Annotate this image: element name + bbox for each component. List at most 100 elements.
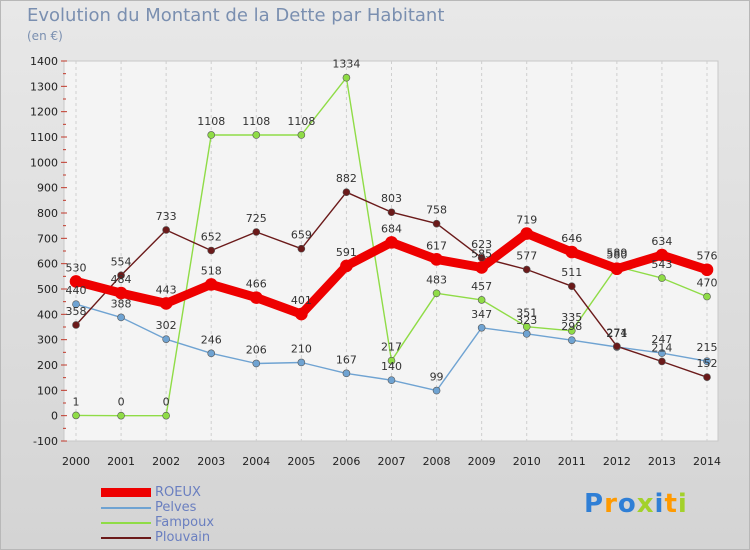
data-label: 483 bbox=[426, 273, 447, 286]
data-label: 302 bbox=[156, 319, 177, 332]
data-label: 1334 bbox=[332, 58, 360, 71]
data-label: 1 bbox=[73, 395, 80, 408]
data-point bbox=[387, 356, 396, 365]
data-label: 617 bbox=[426, 239, 447, 252]
data-point bbox=[72, 411, 80, 420]
data-label: 659 bbox=[291, 229, 312, 242]
legend-item-roeux: ROEUX bbox=[101, 485, 301, 500]
data-label: 335 bbox=[561, 311, 582, 324]
data-label: 646 bbox=[561, 232, 582, 245]
data-label: 484 bbox=[111, 273, 132, 286]
y-tick-label: 700 bbox=[37, 232, 58, 245]
data-point bbox=[520, 227, 534, 240]
data-point bbox=[114, 286, 128, 300]
data-point bbox=[252, 131, 261, 139]
data-label: 388 bbox=[111, 297, 132, 310]
data-point bbox=[610, 262, 624, 276]
axes: -100010020030040050060070080090010001100… bbox=[30, 55, 721, 468]
x-tick-label: 2011 bbox=[558, 455, 586, 468]
data-label: 803 bbox=[381, 192, 402, 205]
data-point bbox=[117, 411, 125, 420]
data-label: 719 bbox=[516, 214, 537, 227]
data-label: 589 bbox=[606, 246, 627, 259]
x-tick-label: 2005 bbox=[287, 455, 315, 468]
data-point bbox=[655, 248, 669, 262]
x-tick-label: 2010 bbox=[513, 455, 541, 468]
data-label: 543 bbox=[651, 258, 672, 271]
data-point bbox=[207, 349, 216, 358]
data-point bbox=[117, 271, 125, 280]
data-point bbox=[69, 275, 83, 288]
x-tick-label: 2012 bbox=[603, 455, 631, 468]
data-point bbox=[658, 349, 666, 357]
data-label: 1108 bbox=[287, 115, 315, 128]
legend-item-plouvain: Plouvain bbox=[101, 530, 301, 545]
data-point bbox=[162, 335, 170, 343]
data-point bbox=[385, 236, 398, 249]
data-label: 323 bbox=[516, 314, 537, 327]
data-label: 167 bbox=[336, 353, 357, 366]
y-tick-label: 1200 bbox=[30, 106, 58, 119]
y-tick-label: 1000 bbox=[30, 156, 58, 169]
data-label: 0 bbox=[118, 396, 125, 409]
data-point bbox=[72, 321, 80, 329]
data-label: 733 bbox=[156, 210, 177, 223]
x-tick-label: 2009 bbox=[468, 455, 496, 468]
data-label: 652 bbox=[201, 230, 222, 243]
data-point bbox=[387, 208, 396, 217]
data-label: 351 bbox=[516, 307, 537, 320]
y-tick-label: 0 bbox=[51, 410, 58, 423]
proxiti-logo: Proxiti bbox=[584, 489, 688, 519]
data-label: 247 bbox=[651, 333, 672, 346]
x-tick-label: 2013 bbox=[648, 455, 676, 468]
y-tick-label: 1300 bbox=[30, 80, 58, 93]
data-point bbox=[430, 253, 443, 266]
data-point bbox=[252, 228, 261, 236]
y-tick-label: 800 bbox=[37, 207, 58, 220]
data-point bbox=[207, 246, 216, 255]
x-tick-label: 2003 bbox=[197, 455, 225, 468]
data-point bbox=[252, 359, 261, 368]
x-tick-label: 2006 bbox=[332, 455, 360, 468]
legend: ROEUX Pelves Fampoux Plouvain bbox=[101, 485, 301, 545]
data-label: 99 bbox=[430, 371, 444, 384]
legend-item-pelves: Pelves bbox=[101, 500, 301, 515]
data-point bbox=[207, 131, 216, 139]
y-tick-label: 500 bbox=[37, 283, 58, 296]
data-point bbox=[204, 278, 218, 291]
data-point bbox=[567, 282, 576, 291]
chart-unit: (en €) bbox=[27, 29, 63, 43]
data-label: 440 bbox=[66, 284, 87, 297]
legend-label: Pelves bbox=[155, 500, 197, 515]
data-label: 271 bbox=[606, 327, 627, 340]
legend-swatch bbox=[101, 522, 151, 524]
y-tick-label: 200 bbox=[37, 359, 58, 372]
x-tick-label: 2007 bbox=[378, 455, 406, 468]
data-point bbox=[658, 274, 666, 282]
data-label: 470 bbox=[697, 277, 718, 290]
data-label: 585 bbox=[471, 247, 492, 260]
data-point bbox=[162, 411, 170, 420]
data-label: 882 bbox=[336, 172, 357, 185]
legend-swatch bbox=[101, 488, 151, 497]
data-label: 274 bbox=[606, 326, 627, 339]
data-label: 217 bbox=[381, 341, 402, 354]
data-point bbox=[432, 386, 441, 395]
data-label: 576 bbox=[697, 250, 718, 263]
legend-label: ROEUX bbox=[155, 485, 201, 500]
y-tick-label: 300 bbox=[37, 334, 58, 347]
data-point bbox=[297, 244, 306, 253]
data-label: 725 bbox=[246, 212, 267, 225]
data-label: 518 bbox=[201, 264, 222, 277]
data-point bbox=[567, 336, 576, 344]
y-tick-label: 600 bbox=[37, 258, 58, 271]
y-tick-label: 100 bbox=[37, 384, 58, 397]
data-point bbox=[477, 296, 486, 304]
data-label: 152 bbox=[697, 357, 718, 370]
data-point bbox=[475, 261, 488, 274]
data-point bbox=[703, 292, 711, 301]
legend-swatch bbox=[101, 537, 151, 539]
y-tick-label: 1100 bbox=[30, 131, 58, 144]
line-chart: -100010020030040050060070080090010001100… bbox=[30, 55, 721, 468]
